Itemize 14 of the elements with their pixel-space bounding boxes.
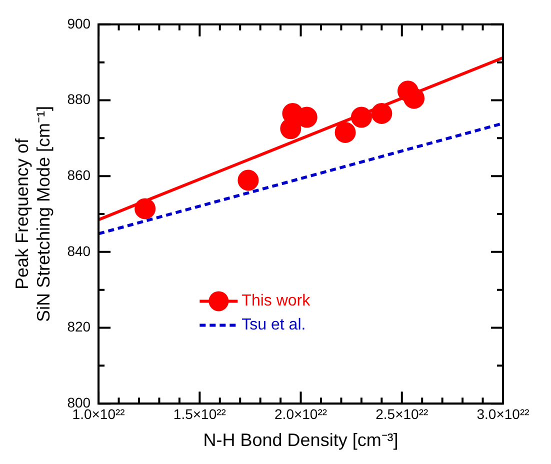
x-tick-label: 2.5×10²² [376,406,428,422]
legend-label: Tsu et al. [242,316,306,334]
y-tick-label: 900 [67,15,91,32]
y-tick-label: 800 [67,394,91,410]
y-tick-label: 860 [67,166,91,183]
y-tick-label: 880 [67,91,91,108]
y-tick-label: 820 [67,318,91,335]
legend-label: This work [242,292,312,310]
x-tick-label: 3.0×10²² [476,406,530,422]
x-axis-title: N-H Bond Density [cm⁻³] [203,430,398,450]
y-axis-title: Peak Frequency of SiN Stretching Mode [cm⁻¹] [12,106,54,322]
y-tick-label: 840 [67,242,91,259]
x-tick-label: 2.0×10²² [274,406,328,422]
x-tick-label: 1.5×10²² [173,406,226,422]
